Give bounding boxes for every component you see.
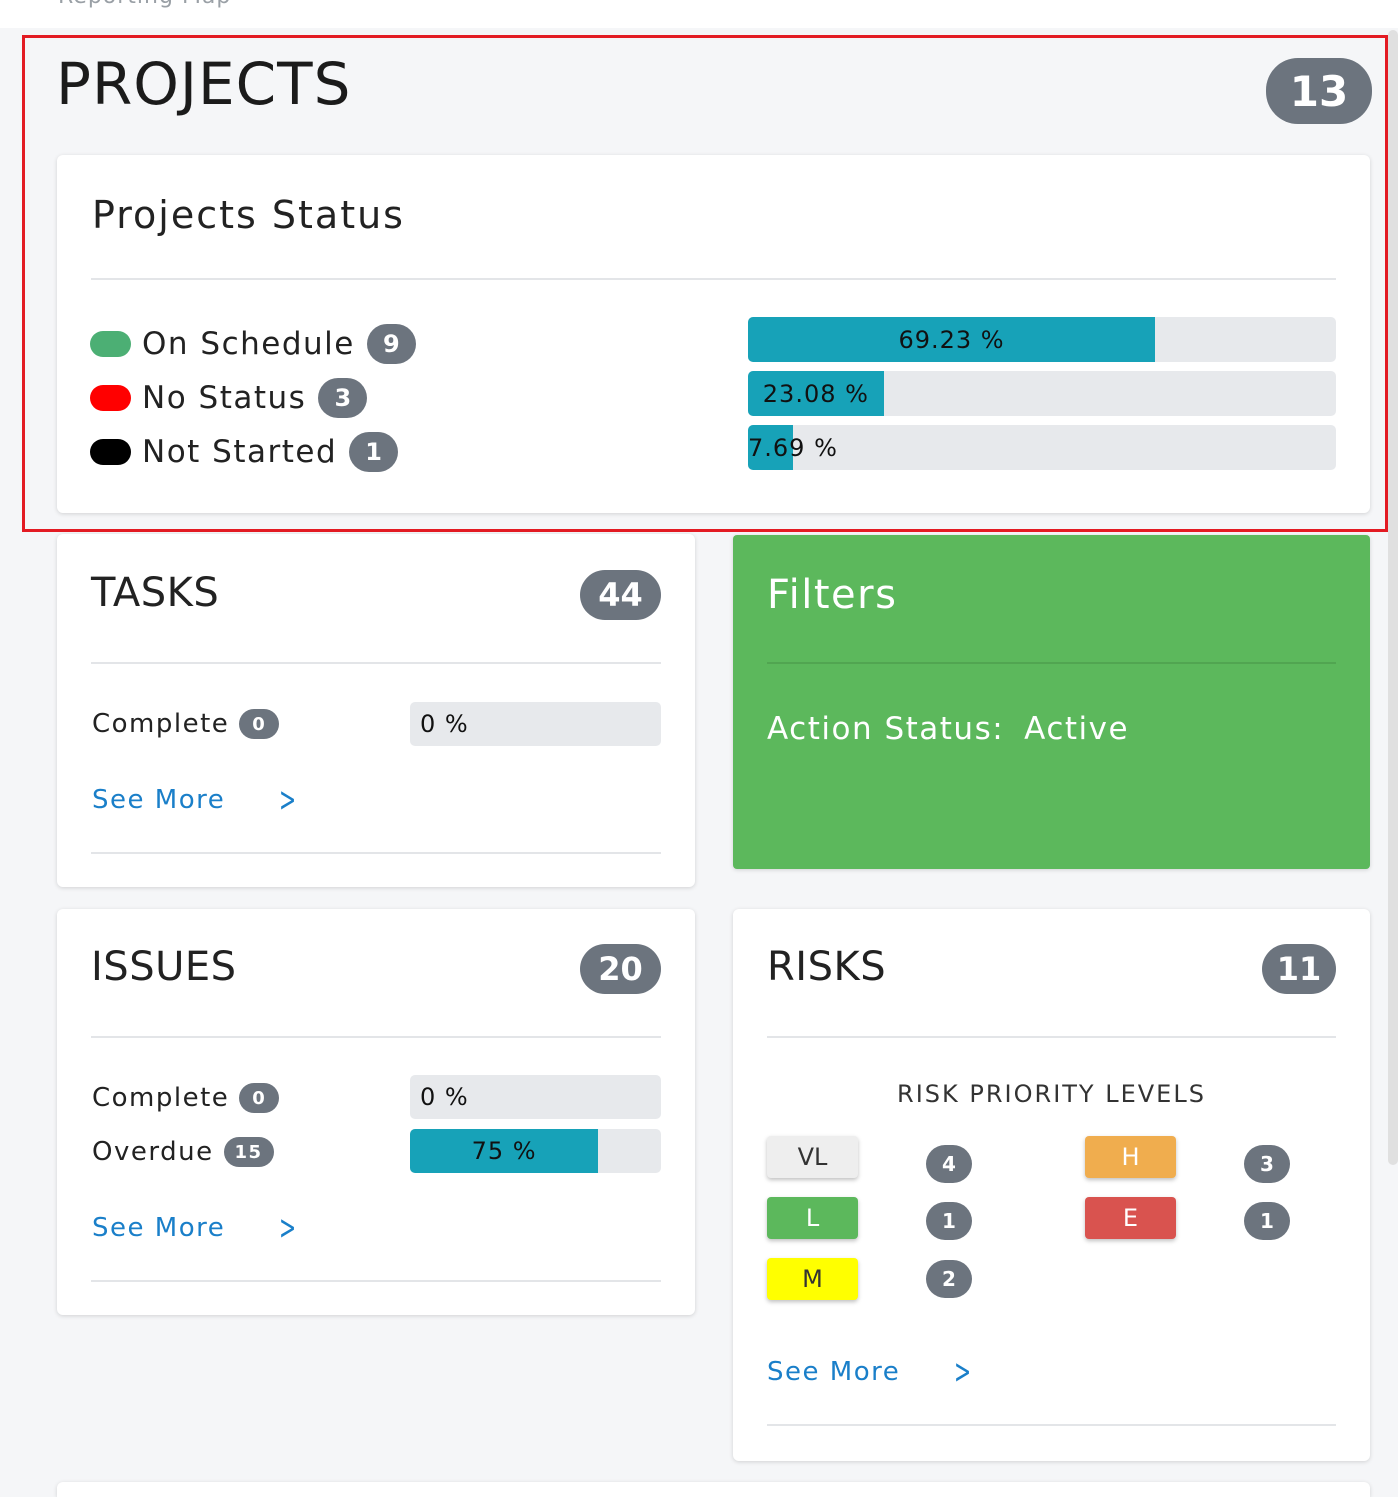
risks-count-badge: 11 [1262,944,1336,994]
risk-count-e: 1 [1244,1202,1290,1240]
legend-on-schedule: On Schedule 9 [90,324,416,364]
projects-count-badge: 13 [1266,58,1372,124]
progress-label: 7.69 % [748,433,838,462]
progress-fill [748,371,884,416]
complete-label: Complete [92,709,230,739]
no-status-dot-icon [90,385,131,411]
no-status-progress-bar: 23.08 % [748,371,1336,416]
projects-status-title: Projects Status [92,193,405,237]
risk-level-vl: VL [767,1136,858,1178]
issues-bottom-divider [91,1280,661,1282]
progress-label: 0 % [420,710,469,738]
progress-fill [748,425,794,470]
action-status-label: Action Status: [767,711,1005,747]
complete-label: Complete [92,1083,230,1113]
legend-count-badge: 3 [318,378,368,418]
top-bar: Reporting Map [0,0,1398,28]
overdue-label: Overdue [92,1137,214,1167]
progress-label: 0 % [420,1083,469,1111]
risk-priority-heading: RISK PRIORITY LEVELS [897,1080,1206,1108]
overdue-count-badge: 15 [223,1137,274,1167]
risks-see-more-link[interactable]: See More > [767,1352,978,1392]
filters-title: Filters [767,572,898,618]
risk-level-l: L [767,1197,858,1239]
see-more-label[interactable]: See More [92,785,226,815]
risks-bottom-divider [767,1424,1336,1426]
legend-not-started: Not Started 1 [90,432,399,472]
risk-level-h: H [1085,1136,1176,1178]
scrollbar[interactable] [1388,30,1398,1165]
legend-count-badge: 1 [349,432,399,472]
issues-overdue-progress-bar: 75 % [410,1129,661,1173]
risk-count-h: 3 [1244,1145,1290,1183]
risk-level-m: M [767,1258,858,1300]
chevron-right-icon[interactable]: > [279,780,298,820]
progress-fill [748,317,1156,362]
progress-label: 23.08 % [762,379,869,408]
tasks-complete-progress-bar: 0 % [410,702,661,746]
tasks-title: TASKS [91,570,220,616]
risks-divider [767,1036,1336,1038]
progress-fill [410,1129,599,1173]
filters-card [733,535,1370,869]
chevron-right-icon[interactable]: > [954,1352,973,1392]
not-started-dot-icon [90,439,131,465]
risks-title: RISKS [767,944,887,990]
tasks-see-more-link[interactable]: See More > [92,780,303,820]
on-schedule-progress-bar: 69.23 % [748,317,1336,362]
not-started-progress-bar: 7.69 % [748,425,1336,470]
risk-count-l: 1 [926,1202,972,1240]
tasks-bottom-divider [91,852,661,854]
filters-action-status: Action Status: Active [767,708,1129,750]
progress-label: 75 % [471,1137,537,1165]
legend-label: On Schedule [142,326,355,362]
progress-label: 69.23 % [898,325,1005,354]
projects-status-divider [91,278,1336,280]
risk-level-e: E [1085,1197,1176,1239]
legend-label: No Status [142,380,307,416]
legend-count-badge: 9 [366,324,416,364]
complete-count-badge: 0 [239,1083,280,1113]
selection-highlight [22,35,1388,532]
next-card [57,1482,1370,1497]
legend-no-status: No Status 3 [90,378,368,418]
on-schedule-dot-icon [90,331,131,357]
see-more-label[interactable]: See More [767,1357,901,1387]
issues-divider [91,1036,661,1038]
complete-count-badge: 0 [239,709,280,739]
action-status-value: Active [1024,711,1130,747]
issues-see-more-link[interactable]: See More > [92,1208,303,1248]
risk-count-m: 2 [926,1260,972,1298]
risk-count-vl: 4 [926,1145,972,1183]
issues-complete-progress-bar: 0 % [410,1075,661,1119]
tasks-count-badge: 44 [580,570,661,620]
issues-title: ISSUES [91,944,237,990]
risks-card [733,909,1370,1461]
filters-divider [767,662,1336,664]
issues-complete-label: Complete 0 [92,1078,280,1118]
projects-heading: PROJECTS [56,50,352,118]
tasks-complete-label: Complete 0 [92,704,280,744]
chevron-right-icon[interactable]: > [279,1208,298,1248]
top-bar-text: Reporting Map [58,0,231,9]
tasks-divider [91,662,661,664]
legend-label: Not Started [142,434,338,470]
issues-count-badge: 20 [580,944,661,994]
see-more-label[interactable]: See More [92,1213,226,1243]
issues-overdue-label: Overdue 15 [92,1132,274,1172]
